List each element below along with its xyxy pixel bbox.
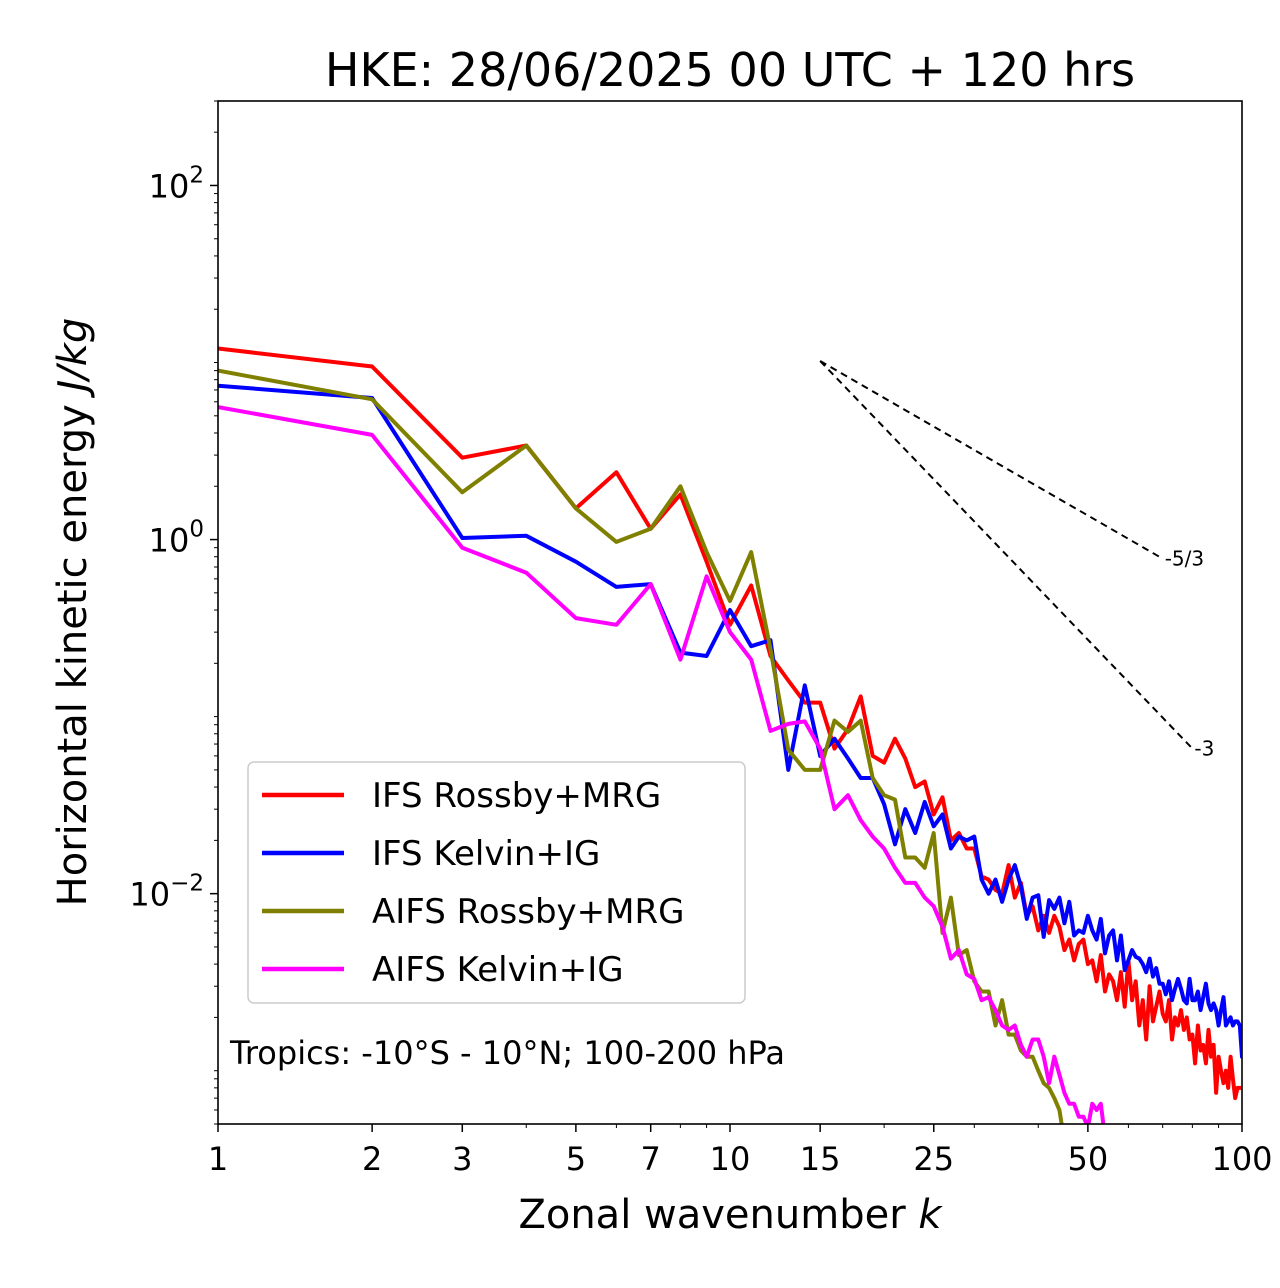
series-line-3 — [218, 368, 1064, 1124]
x-tick-label: 7 — [641, 1140, 661, 1178]
x-tick-label: 2 — [362, 1140, 382, 1178]
legend-label: IFS Rossby+MRG — [372, 776, 661, 816]
y-axis-label-text: Horizontal kinetic energy — [50, 404, 96, 906]
legend: IFS Rossby+MRG IFS Kelvin+IG AIFS Rossby+M… — [247, 761, 746, 1004]
reference-slope-line — [819, 360, 1164, 560]
reference-slope-label: -5/3 — [1165, 547, 1204, 571]
x-tick-label: 3 — [452, 1140, 472, 1178]
region-annotation: Tropics: -10°S - 10°N; 100-200 hPa — [229, 1034, 785, 1072]
x-tick-label: 50 — [1068, 1140, 1109, 1178]
legend-entries: IFS Rossby+MRG IFS Kelvin+IG AIFS Rossby+M… — [262, 776, 684, 990]
reference-slopes: -5/3 -3 — [819, 360, 1214, 761]
x-axis-ticks: 1 2 3 5 7 10 15 25 50 100 — [208, 1124, 1273, 1178]
y-tick-label: 10−2 — [129, 871, 204, 914]
x-tick-label: 15 — [800, 1140, 841, 1178]
x-tick-label: 25 — [913, 1140, 954, 1178]
legend-label: AIFS Rossby+MRG — [372, 892, 684, 932]
y-tick-label-exponent: 2 — [189, 162, 204, 188]
x-axis-label-text: Zonal wavenumber — [518, 1192, 906, 1238]
x-axis-label: Zonal wavenumber k — [518, 1192, 943, 1238]
y-tick-label-exponent: 0 — [189, 517, 204, 543]
y-tick-label: 100 — [149, 517, 204, 560]
legend-box — [247, 761, 746, 1004]
series-layer — [218, 346, 1242, 1124]
y-tick-label-base: 10 — [149, 522, 190, 560]
chart-title: HKE: 28/06/2025 00 UTC + 120 hrs — [325, 43, 1135, 97]
series-line-1 — [218, 346, 1242, 1101]
y-tick-label: 102 — [149, 162, 204, 205]
y-axis-label-units: J/kg — [50, 318, 96, 399]
y-tick-label-exponent: −2 — [170, 871, 204, 897]
x-tick-label: 10 — [710, 1140, 751, 1178]
series-line-4 — [218, 405, 1106, 1124]
x-tick-label: 5 — [566, 1140, 586, 1178]
y-tick-label-base: 10 — [129, 876, 170, 914]
x-tick-label: 1 — [208, 1140, 228, 1178]
x-axis-label-symbol: k — [918, 1192, 943, 1238]
legend-label: IFS Kelvin+IG — [372, 834, 600, 874]
x-tick-label: 100 — [1211, 1140, 1272, 1178]
reference-slope-line — [819, 360, 1194, 750]
plot-area-frame — [217, 100, 1243, 1125]
legend-label: AIFS Kelvin+IG — [372, 950, 624, 990]
y-tick-label-base: 10 — [149, 167, 190, 205]
y-axis-label: Horizontal kinetic energy J/kg — [50, 318, 96, 907]
series-line-2 — [218, 383, 1242, 1059]
reference-slope-label: -3 — [1194, 737, 1214, 761]
